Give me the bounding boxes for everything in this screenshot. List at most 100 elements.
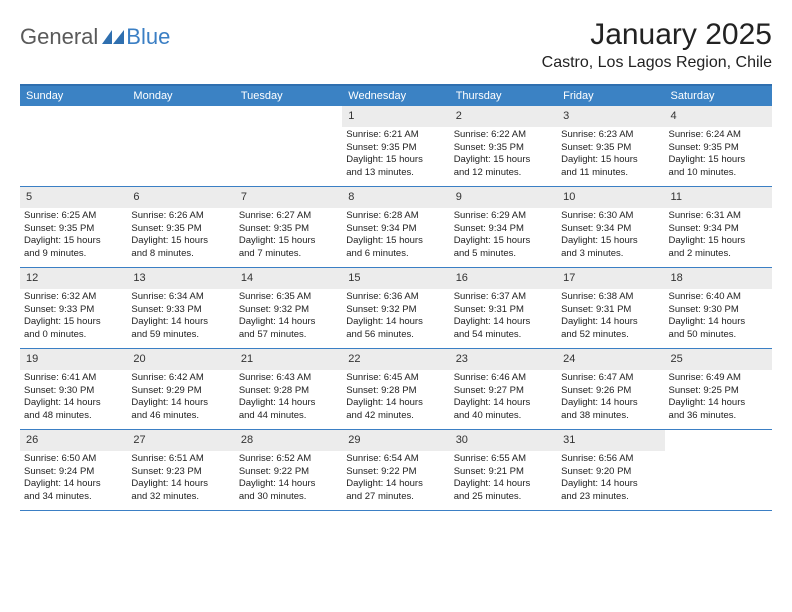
daylight-line1: Daylight: 14 hours bbox=[346, 478, 445, 491]
sunrise-text: Sunrise: 6:23 AM bbox=[561, 129, 660, 142]
day-cell: 10Sunrise: 6:30 AMSunset: 9:34 PMDayligh… bbox=[557, 187, 664, 267]
daylight-line1: Daylight: 14 hours bbox=[346, 316, 445, 329]
calendar-grid: Sunday Monday Tuesday Wednesday Thursday… bbox=[20, 84, 772, 511]
sunset-text: Sunset: 9:28 PM bbox=[346, 385, 445, 398]
sunset-text: Sunset: 9:21 PM bbox=[454, 466, 553, 479]
sunrise-text: Sunrise: 6:56 AM bbox=[561, 453, 660, 466]
daylight-line2: and 0 minutes. bbox=[24, 329, 123, 342]
dow-thursday: Thursday bbox=[450, 86, 557, 106]
daylight-line2: and 50 minutes. bbox=[669, 329, 768, 342]
dow-tuesday: Tuesday bbox=[235, 86, 342, 106]
sunrise-text: Sunrise: 6:31 AM bbox=[669, 210, 768, 223]
sunrise-text: Sunrise: 6:35 AM bbox=[239, 291, 338, 304]
daylight-line2: and 12 minutes. bbox=[454, 167, 553, 180]
day-cell: 7Sunrise: 6:27 AMSunset: 9:35 PMDaylight… bbox=[235, 187, 342, 267]
day-cell bbox=[235, 106, 342, 186]
day-number: 3 bbox=[557, 106, 664, 127]
daylight-line2: and 13 minutes. bbox=[346, 167, 445, 180]
sunset-text: Sunset: 9:22 PM bbox=[346, 466, 445, 479]
daylight-line2: and 48 minutes. bbox=[24, 410, 123, 423]
week-row: 12Sunrise: 6:32 AMSunset: 9:33 PMDayligh… bbox=[20, 268, 772, 349]
sunset-text: Sunset: 9:23 PM bbox=[131, 466, 230, 479]
daylight-line2: and 25 minutes. bbox=[454, 491, 553, 504]
sunrise-text: Sunrise: 6:25 AM bbox=[24, 210, 123, 223]
day-cell: 26Sunrise: 6:50 AMSunset: 9:24 PMDayligh… bbox=[20, 430, 127, 510]
sunset-text: Sunset: 9:35 PM bbox=[454, 142, 553, 155]
day-number bbox=[235, 106, 342, 127]
page-title: January 2025 bbox=[542, 18, 772, 52]
day-cell: 6Sunrise: 6:26 AMSunset: 9:35 PMDaylight… bbox=[127, 187, 234, 267]
dow-wednesday: Wednesday bbox=[342, 86, 449, 106]
daylight-line1: Daylight: 14 hours bbox=[454, 397, 553, 410]
sunrise-text: Sunrise: 6:28 AM bbox=[346, 210, 445, 223]
daylight-line1: Daylight: 14 hours bbox=[561, 478, 660, 491]
day-number: 10 bbox=[557, 187, 664, 208]
day-number bbox=[665, 430, 772, 451]
sunset-text: Sunset: 9:27 PM bbox=[454, 385, 553, 398]
sunset-text: Sunset: 9:31 PM bbox=[561, 304, 660, 317]
day-number: 27 bbox=[127, 430, 234, 451]
dow-friday: Friday bbox=[557, 86, 664, 106]
day-number: 18 bbox=[665, 268, 772, 289]
day-number: 2 bbox=[450, 106, 557, 127]
dow-saturday: Saturday bbox=[665, 86, 772, 106]
daylight-line2: and 38 minutes. bbox=[561, 410, 660, 423]
header: General Blue January 2025 Castro, Los La… bbox=[20, 18, 772, 72]
sunrise-text: Sunrise: 6:41 AM bbox=[24, 372, 123, 385]
logo: General Blue bbox=[20, 18, 170, 50]
daylight-line1: Daylight: 15 hours bbox=[454, 235, 553, 248]
day-cell: 23Sunrise: 6:46 AMSunset: 9:27 PMDayligh… bbox=[450, 349, 557, 429]
day-number bbox=[20, 106, 127, 127]
daylight-line1: Daylight: 15 hours bbox=[561, 154, 660, 167]
sunrise-text: Sunrise: 6:30 AM bbox=[561, 210, 660, 223]
day-cell: 24Sunrise: 6:47 AMSunset: 9:26 PMDayligh… bbox=[557, 349, 664, 429]
daylight-line1: Daylight: 15 hours bbox=[346, 154, 445, 167]
day-cell: 25Sunrise: 6:49 AMSunset: 9:25 PMDayligh… bbox=[665, 349, 772, 429]
daylight-line1: Daylight: 15 hours bbox=[24, 316, 123, 329]
sunrise-text: Sunrise: 6:49 AM bbox=[669, 372, 768, 385]
daylight-line2: and 6 minutes. bbox=[346, 248, 445, 261]
daylight-line1: Daylight: 15 hours bbox=[346, 235, 445, 248]
daylight-line1: Daylight: 15 hours bbox=[454, 154, 553, 167]
daylight-line1: Daylight: 14 hours bbox=[561, 316, 660, 329]
day-cell: 18Sunrise: 6:40 AMSunset: 9:30 PMDayligh… bbox=[665, 268, 772, 348]
daylight-line2: and 32 minutes. bbox=[131, 491, 230, 504]
week-row: 26Sunrise: 6:50 AMSunset: 9:24 PMDayligh… bbox=[20, 430, 772, 511]
daylight-line2: and 54 minutes. bbox=[454, 329, 553, 342]
daylight-line1: Daylight: 14 hours bbox=[239, 316, 338, 329]
day-number: 24 bbox=[557, 349, 664, 370]
sunrise-text: Sunrise: 6:32 AM bbox=[24, 291, 123, 304]
daylight-line1: Daylight: 14 hours bbox=[561, 397, 660, 410]
sunrise-text: Sunrise: 6:50 AM bbox=[24, 453, 123, 466]
day-number: 28 bbox=[235, 430, 342, 451]
sunset-text: Sunset: 9:25 PM bbox=[669, 385, 768, 398]
sunrise-text: Sunrise: 6:27 AM bbox=[239, 210, 338, 223]
daylight-line1: Daylight: 15 hours bbox=[669, 154, 768, 167]
sunrise-text: Sunrise: 6:47 AM bbox=[561, 372, 660, 385]
sunrise-text: Sunrise: 6:34 AM bbox=[131, 291, 230, 304]
logo-text-blue: Blue bbox=[126, 24, 170, 50]
day-cell: 1Sunrise: 6:21 AMSunset: 9:35 PMDaylight… bbox=[342, 106, 449, 186]
logo-text-general: General bbox=[20, 24, 98, 50]
sunrise-text: Sunrise: 6:46 AM bbox=[454, 372, 553, 385]
day-cell bbox=[127, 106, 234, 186]
sunset-text: Sunset: 9:24 PM bbox=[24, 466, 123, 479]
day-number: 14 bbox=[235, 268, 342, 289]
day-cell: 30Sunrise: 6:55 AMSunset: 9:21 PMDayligh… bbox=[450, 430, 557, 510]
location-label: Castro, Los Lagos Region, Chile bbox=[542, 54, 772, 72]
day-number: 9 bbox=[450, 187, 557, 208]
sunset-text: Sunset: 9:34 PM bbox=[561, 223, 660, 236]
day-number: 6 bbox=[127, 187, 234, 208]
daylight-line2: and 7 minutes. bbox=[239, 248, 338, 261]
sunrise-text: Sunrise: 6:42 AM bbox=[131, 372, 230, 385]
day-number: 7 bbox=[235, 187, 342, 208]
daylight-line2: and 34 minutes. bbox=[24, 491, 123, 504]
daylight-line2: and 9 minutes. bbox=[24, 248, 123, 261]
day-cell: 27Sunrise: 6:51 AMSunset: 9:23 PMDayligh… bbox=[127, 430, 234, 510]
day-number: 19 bbox=[20, 349, 127, 370]
day-number: 21 bbox=[235, 349, 342, 370]
sunset-text: Sunset: 9:20 PM bbox=[561, 466, 660, 479]
day-cell: 12Sunrise: 6:32 AMSunset: 9:33 PMDayligh… bbox=[20, 268, 127, 348]
daylight-line2: and 57 minutes. bbox=[239, 329, 338, 342]
day-number: 12 bbox=[20, 268, 127, 289]
